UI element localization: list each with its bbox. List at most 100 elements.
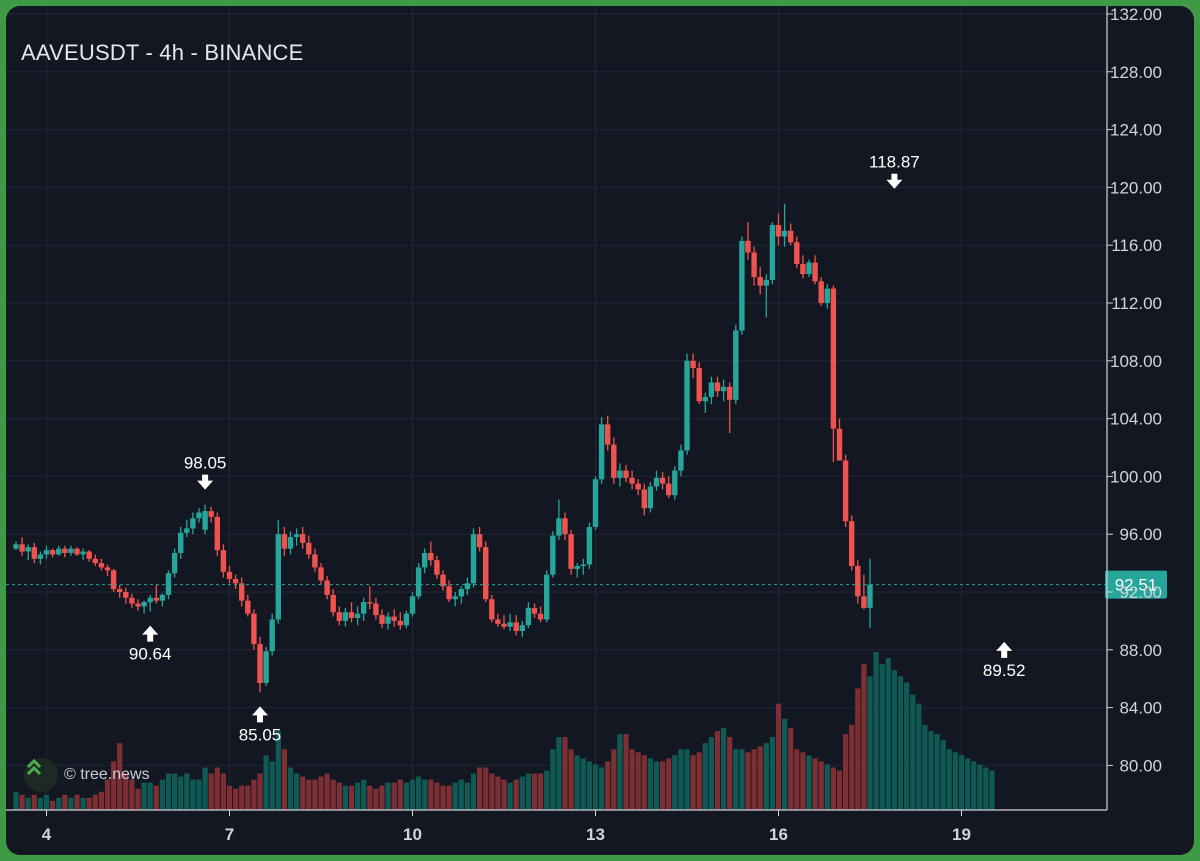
candle-body [629, 477, 635, 484]
volume-bar [367, 785, 373, 810]
volume-bar [849, 724, 855, 810]
volume-bar [31, 794, 37, 810]
volume-bar [519, 776, 525, 810]
candle-body [293, 534, 300, 538]
price-annotation: 118.87 [869, 153, 920, 172]
volume-bars [13, 652, 995, 810]
volume-bar [843, 734, 849, 810]
price-annotation: 90.64 [129, 645, 172, 664]
candle-body [653, 477, 660, 487]
volume-bar [629, 749, 635, 810]
volume-bar [507, 782, 513, 810]
volume-bar [495, 776, 501, 810]
candle-body [440, 574, 446, 587]
candle-body [483, 547, 489, 600]
volume-bar [769, 737, 775, 810]
volume-bar [855, 688, 861, 810]
volume-bar [92, 794, 98, 810]
price-annotation: 98.05 [184, 454, 227, 473]
candle-body [214, 516, 220, 551]
candle-body [867, 584, 873, 608]
volume-bar [788, 727, 794, 810]
candle-body [592, 479, 599, 527]
candle-body [202, 511, 208, 530]
volume-bar [43, 794, 50, 810]
candle-body [232, 578, 239, 584]
volume-bar [702, 743, 708, 810]
volume-bar [538, 773, 544, 810]
volume-bar [172, 773, 178, 810]
price-axis-label: 124.00 [1110, 121, 1162, 140]
volume-bar [287, 767, 294, 810]
volume-bar [98, 791, 104, 810]
candle-body [275, 534, 281, 620]
volume-bar [135, 788, 141, 810]
price-axis-label: 120.00 [1110, 178, 1162, 197]
volume-bar [251, 779, 257, 810]
watermark: © tree.news [24, 758, 150, 792]
chart-title: AAVEUSDT - 4h - BINANCE [21, 40, 304, 65]
volume-bar [885, 658, 891, 810]
time-axis-label: 16 [769, 825, 788, 844]
volume-bar [934, 734, 940, 810]
last-price-label: 92.51 [1115, 576, 1158, 595]
volume-bar [416, 776, 422, 810]
volume-bar [385, 782, 391, 810]
candle-body [153, 597, 159, 601]
candle-body [720, 386, 727, 392]
candle-body [672, 470, 678, 496]
volume-bar [458, 779, 464, 810]
candle-body [25, 547, 31, 552]
volume-bar [373, 788, 379, 810]
candle-body [824, 288, 830, 303]
candle-body [391, 616, 397, 621]
volume-bar [739, 749, 745, 810]
volume-bar [361, 779, 367, 810]
volume-bar [190, 779, 196, 810]
candle-body [464, 583, 471, 590]
candle-body [415, 567, 422, 597]
candle-body [312, 554, 318, 568]
volume-bar [812, 758, 818, 810]
volume-bar [562, 737, 568, 810]
volume-bar [861, 664, 867, 810]
volume-bar [37, 797, 43, 810]
volume-bar [62, 794, 68, 810]
volume-bar [74, 794, 80, 810]
candle-body [574, 565, 580, 569]
time-axis-label: 4 [42, 825, 52, 844]
price-axis-label: 128.00 [1110, 63, 1162, 82]
volume-bar [306, 779, 312, 810]
candle-body [568, 534, 574, 569]
candle-body [763, 279, 769, 286]
candle-body [769, 224, 776, 280]
price-axis-label: 132.00 [1110, 6, 1162, 24]
volume-bar [13, 791, 19, 810]
candle-body [190, 518, 196, 529]
candlestick-chart[interactable]: 92.51 98.05 90.64 85.05 118.87 89.52 132.00 12… [6, 6, 1194, 855]
volume-bar [300, 776, 306, 810]
arrow-up-icon [996, 641, 1013, 658]
candle-body [361, 602, 367, 614]
candle-body [43, 550, 50, 555]
volume-bar [958, 755, 965, 810]
candle-body [452, 596, 458, 600]
volume-bar [775, 703, 782, 810]
price-axis-label: 108.00 [1110, 352, 1162, 371]
candle-body [74, 548, 80, 555]
candle-body [641, 489, 647, 509]
candle-body [495, 619, 501, 624]
candle-body [251, 613, 257, 645]
volume-bar [257, 773, 263, 810]
candle-body [739, 240, 745, 331]
candle-body [141, 602, 147, 607]
price-axis-label: 80.00 [1119, 756, 1162, 775]
volume-bar [891, 670, 897, 810]
candle-body [13, 544, 19, 549]
volume-bar [214, 767, 220, 810]
candle-body [580, 564, 586, 567]
candle-body [519, 625, 525, 632]
candle-body [550, 535, 556, 575]
tree-news-logo-icon [24, 758, 58, 792]
candle-body [287, 537, 294, 549]
